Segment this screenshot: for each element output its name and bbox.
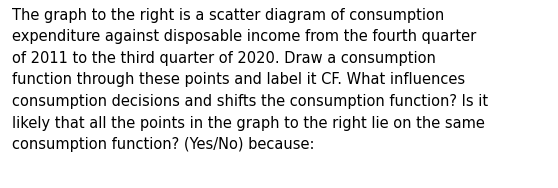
Text: The graph to the right is a scatter diagram of consumption
expenditure against d: The graph to the right is a scatter diag… [12, 8, 488, 152]
